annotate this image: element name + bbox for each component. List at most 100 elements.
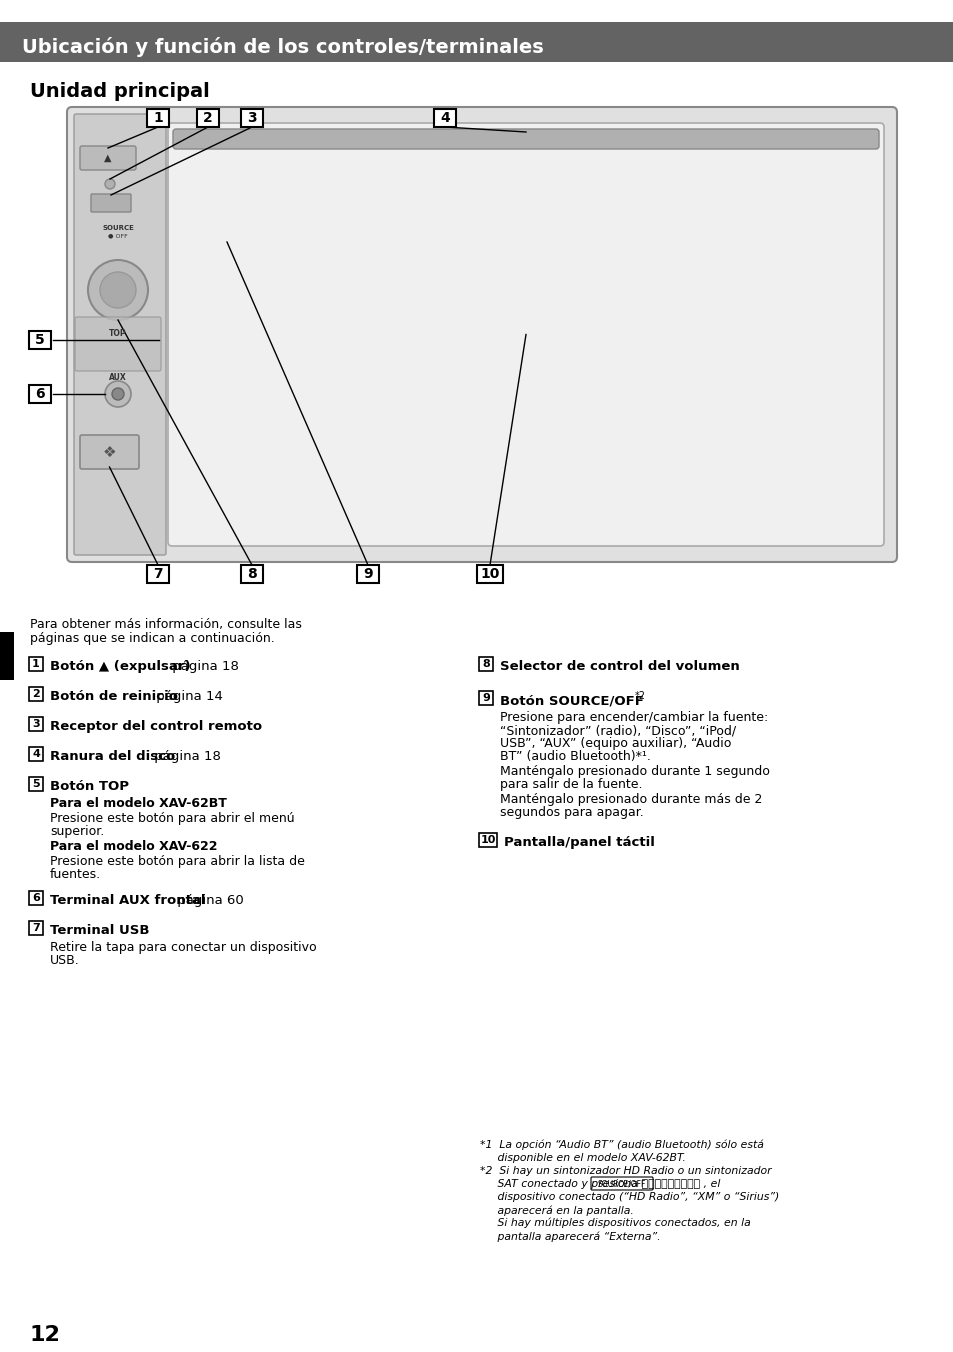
FancyBboxPatch shape xyxy=(147,565,169,583)
Text: Ubicación y función de los controles/terminales: Ubicación y función de los controles/ter… xyxy=(22,37,543,57)
Text: Botón SOURCE/OFF: Botón SOURCE/OFF xyxy=(499,694,643,707)
Text: *2  Si hay un sintonizador HD Radio o un sintonizador: *2 Si hay un sintonizador HD Radio o un … xyxy=(479,1165,771,1176)
Text: disponible en el modelo XAV-62BT.: disponible en el modelo XAV-62BT. xyxy=(479,1153,685,1163)
Text: *2: *2 xyxy=(635,691,645,700)
FancyBboxPatch shape xyxy=(29,748,43,761)
Text: Botón ▲ (expulsar): Botón ▲ (expulsar) xyxy=(50,660,191,673)
Text: SAT conectado y presiona ⓂⓂⓂⓂⓂⓂⓂⓂⓂ , el: SAT conectado y presiona ⓂⓂⓂⓂⓂⓂⓂⓂⓂ , el xyxy=(479,1179,720,1188)
FancyBboxPatch shape xyxy=(168,123,883,546)
FancyBboxPatch shape xyxy=(478,691,493,704)
Text: pantalla aparecerá “Externa”.: pantalla aparecerá “Externa”. xyxy=(479,1232,659,1241)
Text: SOURCE/OFF: SOURCE/OFF xyxy=(598,1179,645,1188)
Text: fuentes.: fuentes. xyxy=(50,868,101,882)
Text: superior.: superior. xyxy=(50,825,104,838)
Text: 6: 6 xyxy=(32,894,40,903)
Text: 4: 4 xyxy=(439,111,450,124)
FancyBboxPatch shape xyxy=(356,565,378,583)
Text: página 60: página 60 xyxy=(172,894,244,907)
Text: Manténgalo presionado durante 1 segundo: Manténgalo presionado durante 1 segundo xyxy=(499,765,769,777)
Text: 6: 6 xyxy=(35,387,45,400)
Text: Ranura del disco: Ranura del disco xyxy=(50,750,175,763)
FancyBboxPatch shape xyxy=(147,110,169,127)
Text: 10: 10 xyxy=(479,566,499,580)
FancyBboxPatch shape xyxy=(29,657,43,671)
Text: Terminal USB: Terminal USB xyxy=(50,923,150,937)
FancyBboxPatch shape xyxy=(29,331,51,349)
FancyBboxPatch shape xyxy=(75,316,161,370)
FancyBboxPatch shape xyxy=(74,114,166,556)
Text: Presione este botón para abrir la lista de: Presione este botón para abrir la lista … xyxy=(50,854,305,868)
FancyBboxPatch shape xyxy=(29,891,43,904)
FancyBboxPatch shape xyxy=(29,687,43,700)
FancyBboxPatch shape xyxy=(172,128,878,149)
Text: USB.: USB. xyxy=(50,955,80,967)
Text: 7: 7 xyxy=(32,923,40,933)
Text: para salir de la fuente.: para salir de la fuente. xyxy=(499,777,641,791)
Text: Para el modelo XAV-622: Para el modelo XAV-622 xyxy=(50,840,217,853)
FancyBboxPatch shape xyxy=(478,657,493,671)
Text: 7: 7 xyxy=(153,566,163,580)
FancyBboxPatch shape xyxy=(29,777,43,791)
Text: Para obtener más información, consulte las: Para obtener más información, consulte l… xyxy=(30,618,301,631)
Text: TOP: TOP xyxy=(109,330,127,338)
Text: BT” (audio Bluetooth)*¹.: BT” (audio Bluetooth)*¹. xyxy=(499,750,650,763)
Text: 2: 2 xyxy=(203,111,213,124)
FancyBboxPatch shape xyxy=(434,110,456,127)
Circle shape xyxy=(112,388,124,400)
FancyBboxPatch shape xyxy=(67,107,896,562)
Text: Botón de reinicio: Botón de reinicio xyxy=(50,690,178,703)
Text: 4: 4 xyxy=(32,749,40,758)
Bar xyxy=(0,631,14,680)
Text: ● OFF: ● OFF xyxy=(108,234,128,238)
FancyBboxPatch shape xyxy=(29,717,43,731)
Text: 2: 2 xyxy=(32,690,40,699)
Text: Selector de control del volumen: Selector de control del volumen xyxy=(499,660,739,673)
FancyBboxPatch shape xyxy=(91,193,131,212)
Text: 8: 8 xyxy=(481,658,489,669)
Text: Manténgalo presionado durante más de 2: Manténgalo presionado durante más de 2 xyxy=(499,794,761,806)
Text: ❖: ❖ xyxy=(103,445,116,460)
Text: página 18: página 18 xyxy=(150,750,221,763)
FancyBboxPatch shape xyxy=(241,565,263,583)
Text: Presione para encender/cambiar la fuente:: Presione para encender/cambiar la fuente… xyxy=(499,711,767,725)
Circle shape xyxy=(105,178,115,189)
Text: *1  La opción “Audio BT” (audio Bluetooth) sólo está: *1 La opción “Audio BT” (audio Bluetooth… xyxy=(479,1140,763,1151)
Text: página 18: página 18 xyxy=(168,660,238,673)
Text: Unidad principal: Unidad principal xyxy=(30,82,210,101)
Text: Para el modelo XAV-62BT: Para el modelo XAV-62BT xyxy=(50,796,227,810)
Text: página 14: página 14 xyxy=(152,690,223,703)
Text: 8: 8 xyxy=(247,566,256,580)
Text: 1: 1 xyxy=(153,111,163,124)
Text: aparecerá en la pantalla.: aparecerá en la pantalla. xyxy=(479,1205,633,1215)
Text: USB”, “AUX” (equipo auxiliar), “Audio: USB”, “AUX” (equipo auxiliar), “Audio xyxy=(499,737,731,750)
Text: 1: 1 xyxy=(32,658,40,669)
Text: ▲: ▲ xyxy=(104,153,112,164)
FancyBboxPatch shape xyxy=(476,565,502,583)
Text: Terminal AUX frontal: Terminal AUX frontal xyxy=(50,894,205,907)
Text: Retire la tapa para conectar un dispositivo: Retire la tapa para conectar un disposit… xyxy=(50,941,316,955)
FancyBboxPatch shape xyxy=(0,22,953,62)
Text: 10: 10 xyxy=(479,836,496,845)
Text: 5: 5 xyxy=(35,333,45,346)
Text: 9: 9 xyxy=(363,566,373,580)
Text: 3: 3 xyxy=(247,111,256,124)
Text: 9: 9 xyxy=(481,694,490,703)
FancyBboxPatch shape xyxy=(29,385,51,403)
FancyBboxPatch shape xyxy=(29,921,43,936)
Text: Presione este botón para abrir el menú: Presione este botón para abrir el menú xyxy=(50,813,294,825)
Text: 5: 5 xyxy=(32,779,40,790)
Text: 12: 12 xyxy=(30,1325,61,1345)
FancyBboxPatch shape xyxy=(590,1178,652,1190)
Circle shape xyxy=(100,272,136,308)
Text: AUX: AUX xyxy=(109,373,127,381)
FancyBboxPatch shape xyxy=(478,833,497,846)
Text: Botón TOP: Botón TOP xyxy=(50,780,129,794)
Text: 3: 3 xyxy=(32,719,40,729)
FancyBboxPatch shape xyxy=(196,110,219,127)
Text: dispositivo conectado (“HD Radio”, “XM” o “Sirius”): dispositivo conectado (“HD Radio”, “XM” … xyxy=(479,1192,779,1202)
Text: Si hay múltiples dispositivos conectados, en la: Si hay múltiples dispositivos conectados… xyxy=(479,1218,750,1229)
Circle shape xyxy=(88,260,148,320)
FancyBboxPatch shape xyxy=(80,435,139,469)
Text: SOURCE: SOURCE xyxy=(102,224,133,231)
Text: páginas que se indican a continuación.: páginas que se indican a continuación. xyxy=(30,631,274,645)
